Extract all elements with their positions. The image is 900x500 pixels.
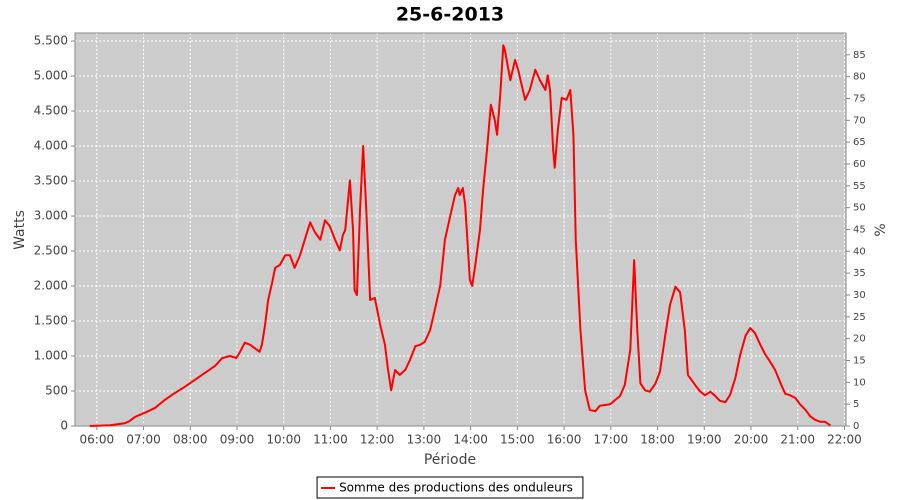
y-tick-label: 2.500 bbox=[34, 244, 68, 258]
x-tick-label: 09:00 bbox=[220, 433, 255, 447]
y2-tick-label: 85 bbox=[853, 50, 866, 61]
x-tick-label: 17:00 bbox=[594, 433, 629, 447]
y2-tick-label: 15 bbox=[853, 356, 866, 367]
y-tick-label: 1.500 bbox=[34, 314, 68, 328]
x-tick-label: 10:00 bbox=[266, 433, 301, 447]
y-tick-label: 500 bbox=[45, 384, 68, 398]
y2-tick-label: 60 bbox=[853, 159, 866, 170]
legend-label: Somme des productions des onduleurs bbox=[339, 481, 573, 495]
y2-tick-label: 30 bbox=[853, 290, 866, 301]
y2-tick-label: 10 bbox=[853, 377, 866, 388]
y-tick-label: 2.000 bbox=[34, 279, 68, 293]
y-tick-label: 4.000 bbox=[34, 139, 68, 153]
x-tick-label: 16:00 bbox=[547, 433, 582, 447]
y2-tick-label: 50 bbox=[853, 203, 866, 214]
y2-tick-label: 20 bbox=[853, 334, 866, 345]
plot-border bbox=[74, 32, 847, 427]
x-tick-label: 12:00 bbox=[360, 433, 395, 447]
y-tick-label: 0 bbox=[60, 419, 68, 433]
x-tick-label: 20:00 bbox=[734, 433, 769, 447]
x-tick-label: 18:00 bbox=[640, 433, 675, 447]
y2-tick-label: 70 bbox=[853, 115, 866, 126]
y-tick-label: 3.500 bbox=[34, 174, 68, 188]
y-tick-label: 4.500 bbox=[34, 104, 68, 118]
y2-tick-label: 75 bbox=[853, 94, 866, 105]
x-tick-label: 07:00 bbox=[126, 433, 161, 447]
y-tick-label: 3.000 bbox=[34, 209, 68, 223]
y-tick-label: 5.000 bbox=[34, 69, 68, 83]
y2-tick-label: 35 bbox=[853, 268, 866, 279]
y2-axis-label: % bbox=[873, 223, 889, 236]
y-axis-label: Watts bbox=[12, 210, 28, 250]
x-axis-label: Période bbox=[424, 452, 476, 468]
y2-tick-label: 80 bbox=[853, 72, 866, 83]
x-tick-label: 13:00 bbox=[407, 433, 442, 447]
legend: Somme des productions des onduleurs bbox=[316, 476, 584, 499]
x-tick-label: 21:00 bbox=[780, 433, 815, 447]
y-tick-label: 1.000 bbox=[34, 349, 68, 363]
chart-title: 25-6-2013 bbox=[396, 4, 504, 26]
y2-tick-label: 5 bbox=[853, 399, 859, 410]
x-tick-label: 08:00 bbox=[173, 433, 208, 447]
y2-tick-label: 0 bbox=[853, 421, 859, 432]
x-tick-label: 11:00 bbox=[313, 433, 348, 447]
y2-tick-label: 25 bbox=[853, 312, 866, 323]
y2-tick-label: 65 bbox=[853, 137, 866, 148]
x-tick-label: 14:00 bbox=[453, 433, 488, 447]
plot-area bbox=[75, 33, 846, 426]
series-line bbox=[89, 44, 831, 427]
x-tick-label: 06:00 bbox=[80, 433, 115, 447]
legend-box bbox=[316, 476, 584, 499]
x-tick-label: 15:00 bbox=[500, 433, 535, 447]
y2-tick-label: 40 bbox=[853, 246, 866, 257]
x-tick-label: 22:00 bbox=[827, 433, 862, 447]
y-tick-label: 5.500 bbox=[34, 34, 68, 48]
y2-tick-label: 55 bbox=[853, 181, 866, 192]
y2-tick-label: 45 bbox=[853, 225, 866, 236]
x-tick-label: 19:00 bbox=[687, 433, 722, 447]
